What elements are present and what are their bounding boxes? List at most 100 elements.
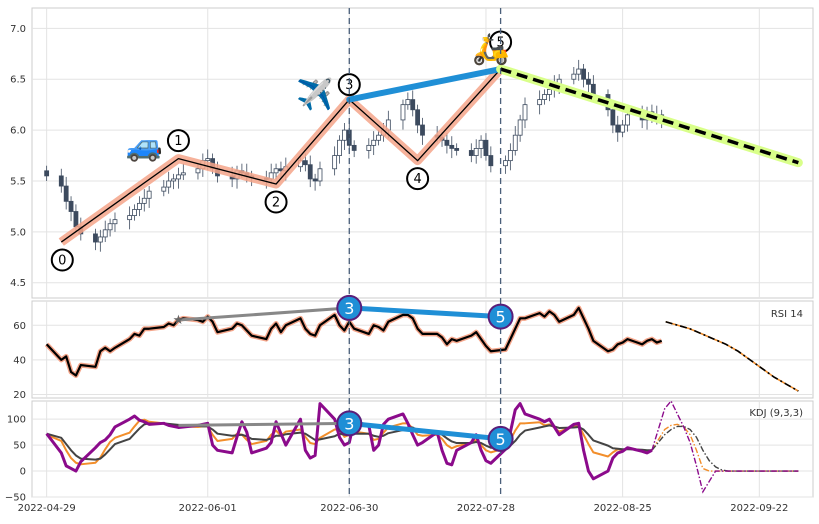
kdj-gray-line bbox=[178, 421, 350, 427]
scooter-icon: 🛵 bbox=[472, 32, 509, 67]
kdj-ytick-label: −50 bbox=[5, 493, 26, 504]
candle-body bbox=[73, 211, 79, 228]
airplane-icon: ✈️ bbox=[296, 76, 333, 113]
zigzag-marker-label: 1 bbox=[174, 134, 182, 149]
candle-body bbox=[176, 174, 181, 180]
zigzag-marker bbox=[337, 73, 361, 97]
candle-body bbox=[542, 94, 547, 100]
candle-body bbox=[610, 109, 616, 126]
candle-body bbox=[302, 160, 308, 166]
candle-body bbox=[625, 114, 630, 126]
zigzag-marker bbox=[406, 167, 430, 191]
overlay-layer: 2022-04-29 2022-06-01 2022-06-30 2022-07-28… bbox=[18, 8, 788, 514]
candle-body bbox=[146, 190, 152, 199]
candle-body bbox=[488, 155, 494, 167]
candle-body bbox=[376, 134, 381, 141]
candle-body bbox=[93, 233, 98, 243]
rsi-divergence-line bbox=[349, 305, 501, 320]
candle-body bbox=[483, 139, 489, 156]
rsi-ytick-label: 40 bbox=[13, 355, 26, 366]
price-ytick-label: 7.0 bbox=[10, 24, 26, 35]
rsi-marker-label: 5 bbox=[496, 308, 506, 327]
candle-body bbox=[620, 124, 626, 133]
candle-body bbox=[307, 164, 313, 180]
price-ytick-label: 6.5 bbox=[10, 75, 26, 86]
candle-body bbox=[180, 172, 186, 176]
candle-body bbox=[166, 180, 172, 188]
candle-body bbox=[576, 68, 582, 75]
candle-body bbox=[68, 200, 74, 212]
candle-body bbox=[473, 148, 479, 156]
zigzag-line bbox=[60, 68, 502, 243]
kdj-legend: KDJ (9,3,3) bbox=[749, 408, 803, 419]
rsi-marker bbox=[487, 303, 514, 330]
candle-body bbox=[132, 209, 137, 216]
candle-body bbox=[58, 175, 64, 187]
candle-body bbox=[468, 150, 474, 156]
candle-body bbox=[332, 155, 338, 170]
car-icon: 🚙 bbox=[126, 129, 163, 164]
kdj-panel: −50 0 50 100 KDJ (9,3,3) bbox=[5, 399, 814, 504]
price-ytick-label: 6.0 bbox=[10, 126, 26, 137]
xtick-label: 2022-06-30 bbox=[320, 503, 378, 514]
rsi-gray-line bbox=[178, 306, 350, 322]
candle-body bbox=[366, 144, 372, 151]
rsi-ytick-label: 60 bbox=[13, 321, 26, 332]
candle-body bbox=[97, 236, 103, 243]
kdj-marker-label: 3 bbox=[344, 414, 354, 433]
candle-body bbox=[405, 99, 411, 106]
candle-body bbox=[195, 168, 201, 174]
projection-line bbox=[500, 67, 799, 165]
candle-body bbox=[503, 160, 508, 167]
candle-body bbox=[507, 150, 513, 162]
candle-body bbox=[571, 73, 577, 80]
candle-body bbox=[273, 168, 279, 174]
candle-body bbox=[337, 139, 342, 156]
kdj-marker-label: 5 bbox=[496, 430, 506, 449]
zigzag-marker bbox=[50, 248, 74, 272]
kdj-ytick-label: 50 bbox=[13, 441, 26, 452]
candle-body bbox=[522, 104, 528, 121]
rsi-line bbox=[45, 306, 663, 377]
xtick-label: 2022-04-29 bbox=[18, 503, 76, 514]
rsi-star-icon: ★ bbox=[173, 313, 185, 328]
kdj-marker bbox=[336, 410, 363, 437]
candle-body bbox=[415, 109, 421, 126]
candle-body bbox=[454, 148, 460, 151]
xtick-label: 2022-08-25 bbox=[594, 503, 652, 514]
candle-body bbox=[317, 168, 323, 182]
price-divergence-line bbox=[346, 66, 504, 103]
candle-body bbox=[586, 78, 591, 85]
candle-body bbox=[171, 178, 176, 182]
candle-body bbox=[136, 202, 142, 210]
rsi-projection-b bbox=[665, 321, 799, 392]
price-ytick-label: 4.5 bbox=[10, 278, 26, 289]
zigzag-marker-label: 2 bbox=[272, 196, 280, 211]
kdj-ytick-label: 0 bbox=[20, 467, 26, 478]
price-ytick-label: 5.0 bbox=[10, 227, 26, 238]
candle-body bbox=[161, 186, 167, 192]
zigzag-marker bbox=[264, 190, 288, 214]
rsi-marker-label: 3 bbox=[344, 299, 354, 318]
candle-body bbox=[400, 104, 406, 121]
candle-body bbox=[112, 219, 118, 225]
rsi-ytick-label: 20 bbox=[13, 390, 26, 401]
price-ytick-label: 5.5 bbox=[10, 176, 26, 187]
candle-body bbox=[615, 124, 621, 133]
rsi-panel: 20 40 60 RSI 14 ★ bbox=[13, 300, 814, 401]
candle-body bbox=[410, 99, 416, 111]
kdj-ytick-label: 100 bbox=[7, 415, 26, 426]
zigzag-marker-label: 4 bbox=[413, 172, 421, 187]
candle-body bbox=[517, 119, 523, 136]
candle-body bbox=[478, 139, 484, 149]
candle-body bbox=[127, 215, 133, 221]
candle-body bbox=[420, 124, 425, 136]
rsi-plot-area bbox=[31, 300, 814, 399]
price-panel: 4.55.05.56.06.57.0012345🚙✈️🛵 bbox=[10, 7, 814, 299]
candle-body bbox=[444, 139, 450, 146]
candle-body bbox=[205, 158, 211, 162]
candle-body bbox=[581, 68, 586, 80]
candle-body bbox=[351, 144, 357, 151]
rsi-legend: RSI 14 bbox=[771, 309, 803, 320]
